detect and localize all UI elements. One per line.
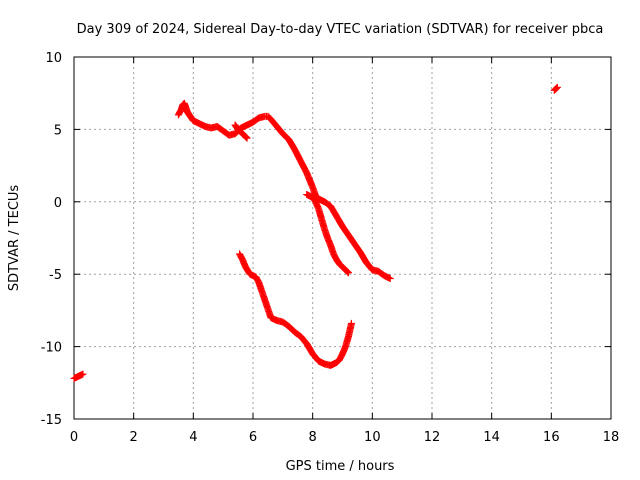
data-point — [553, 84, 561, 92]
x-tick-label: 0 — [70, 430, 78, 445]
y-tick-label: 10 — [45, 51, 62, 66]
x-tick-label: 2 — [130, 430, 138, 445]
y-tick-label: -10 — [41, 341, 62, 356]
data-point — [242, 133, 250, 141]
data-point — [553, 83, 561, 91]
x-tick-label: 12 — [424, 430, 441, 445]
grid-lines — [74, 57, 611, 419]
data-point — [79, 370, 87, 378]
data-point — [343, 267, 351, 275]
x-axis-label: GPS time / hours — [286, 459, 395, 474]
data-point — [552, 85, 560, 93]
data-point — [386, 275, 394, 283]
x-tick-label: 6 — [249, 430, 257, 445]
data-point — [242, 133, 250, 141]
series-arc-5 — [236, 250, 355, 369]
data-point — [243, 134, 251, 142]
series-arc-2 — [174, 99, 394, 283]
y-tick-label: -5 — [49, 268, 62, 283]
y-tick-label: 0 — [54, 196, 62, 211]
x-tick-label: 16 — [543, 430, 560, 445]
series-arc-3 — [231, 121, 251, 142]
data-points — [70, 83, 561, 382]
data-point — [347, 319, 355, 327]
x-tick-label: 14 — [483, 430, 500, 445]
y-tick-label: 5 — [54, 123, 62, 138]
series-arc-1 — [70, 370, 87, 382]
data-point — [344, 269, 352, 277]
x-tick-label: 10 — [364, 430, 381, 445]
axis-ticks: 0 2 4 6 8 10 12 14 16 18 -15 -10 -5 0 5 10 — [41, 51, 620, 445]
chart-title: Day 309 of 2024, Sidereal Day-to-day VTE… — [77, 22, 604, 37]
plot-frame — [73, 56, 612, 420]
series-arc-6 — [550, 83, 561, 94]
data-point — [344, 268, 352, 276]
series-arc-4 — [303, 191, 352, 277]
x-tick-label: 8 — [309, 430, 317, 445]
x-tick-label: 4 — [189, 430, 197, 445]
y-tick-label: -15 — [41, 413, 62, 428]
y-axis-label: SDTVAR / TECUs — [7, 185, 22, 292]
x-tick-label: 18 — [603, 430, 620, 445]
